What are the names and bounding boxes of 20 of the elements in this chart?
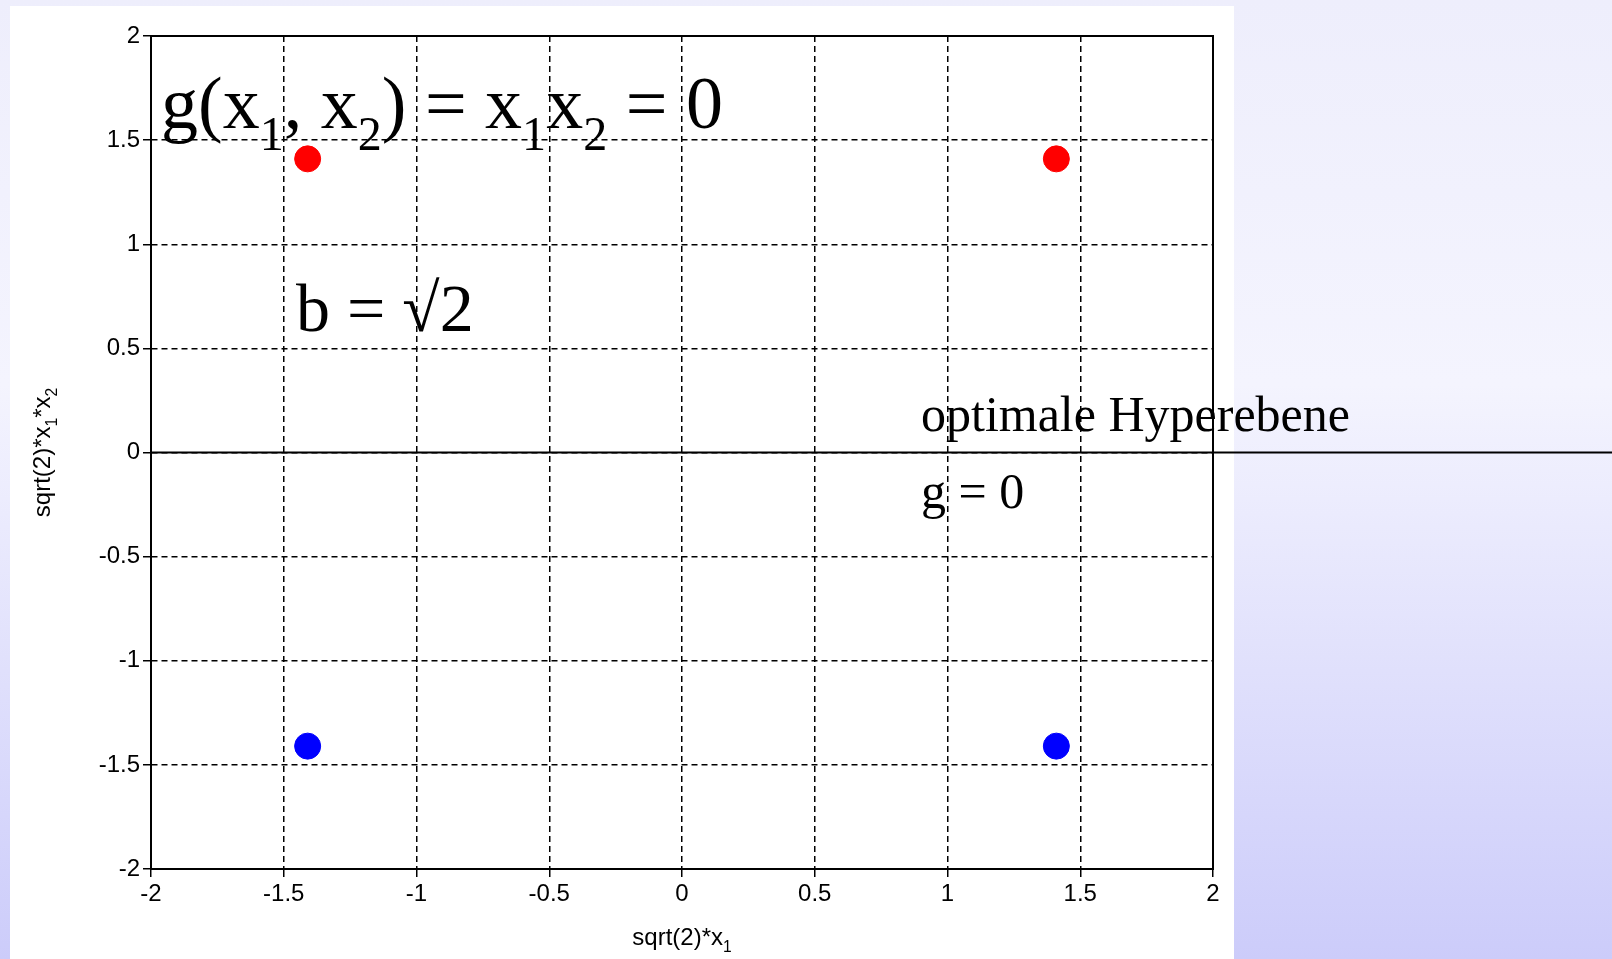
x-tick-label: 1.5	[1063, 879, 1097, 907]
x-tick-label: 0	[675, 879, 689, 907]
y-tick-label: 1	[126, 228, 140, 256]
x-tick-label: -0.5	[528, 879, 570, 907]
y-axis-title: sqrt(2)*x1*x2	[28, 387, 61, 518]
x-tick-label: -1.5	[263, 879, 305, 907]
annotation: g = 0	[921, 462, 1025, 519]
x-tick-label: 1	[940, 879, 955, 907]
y-tick-label: -1	[118, 645, 140, 673]
y-tick-label: -0.5	[98, 541, 140, 569]
x-tick-label: -1	[405, 879, 428, 907]
annotation: b = √2	[296, 270, 474, 346]
y-tick-label: 1.5	[106, 124, 140, 152]
y-tick-label: 2	[126, 20, 140, 48]
x-tick-label: 0.5	[798, 879, 832, 907]
y-tick-label: -2	[118, 853, 140, 881]
y-tick-label: 0.5	[106, 333, 140, 360]
y-tick-label: -1.5	[98, 749, 140, 777]
x-tick-label: 2	[1206, 879, 1220, 907]
y-tick-label: 0	[126, 437, 140, 465]
